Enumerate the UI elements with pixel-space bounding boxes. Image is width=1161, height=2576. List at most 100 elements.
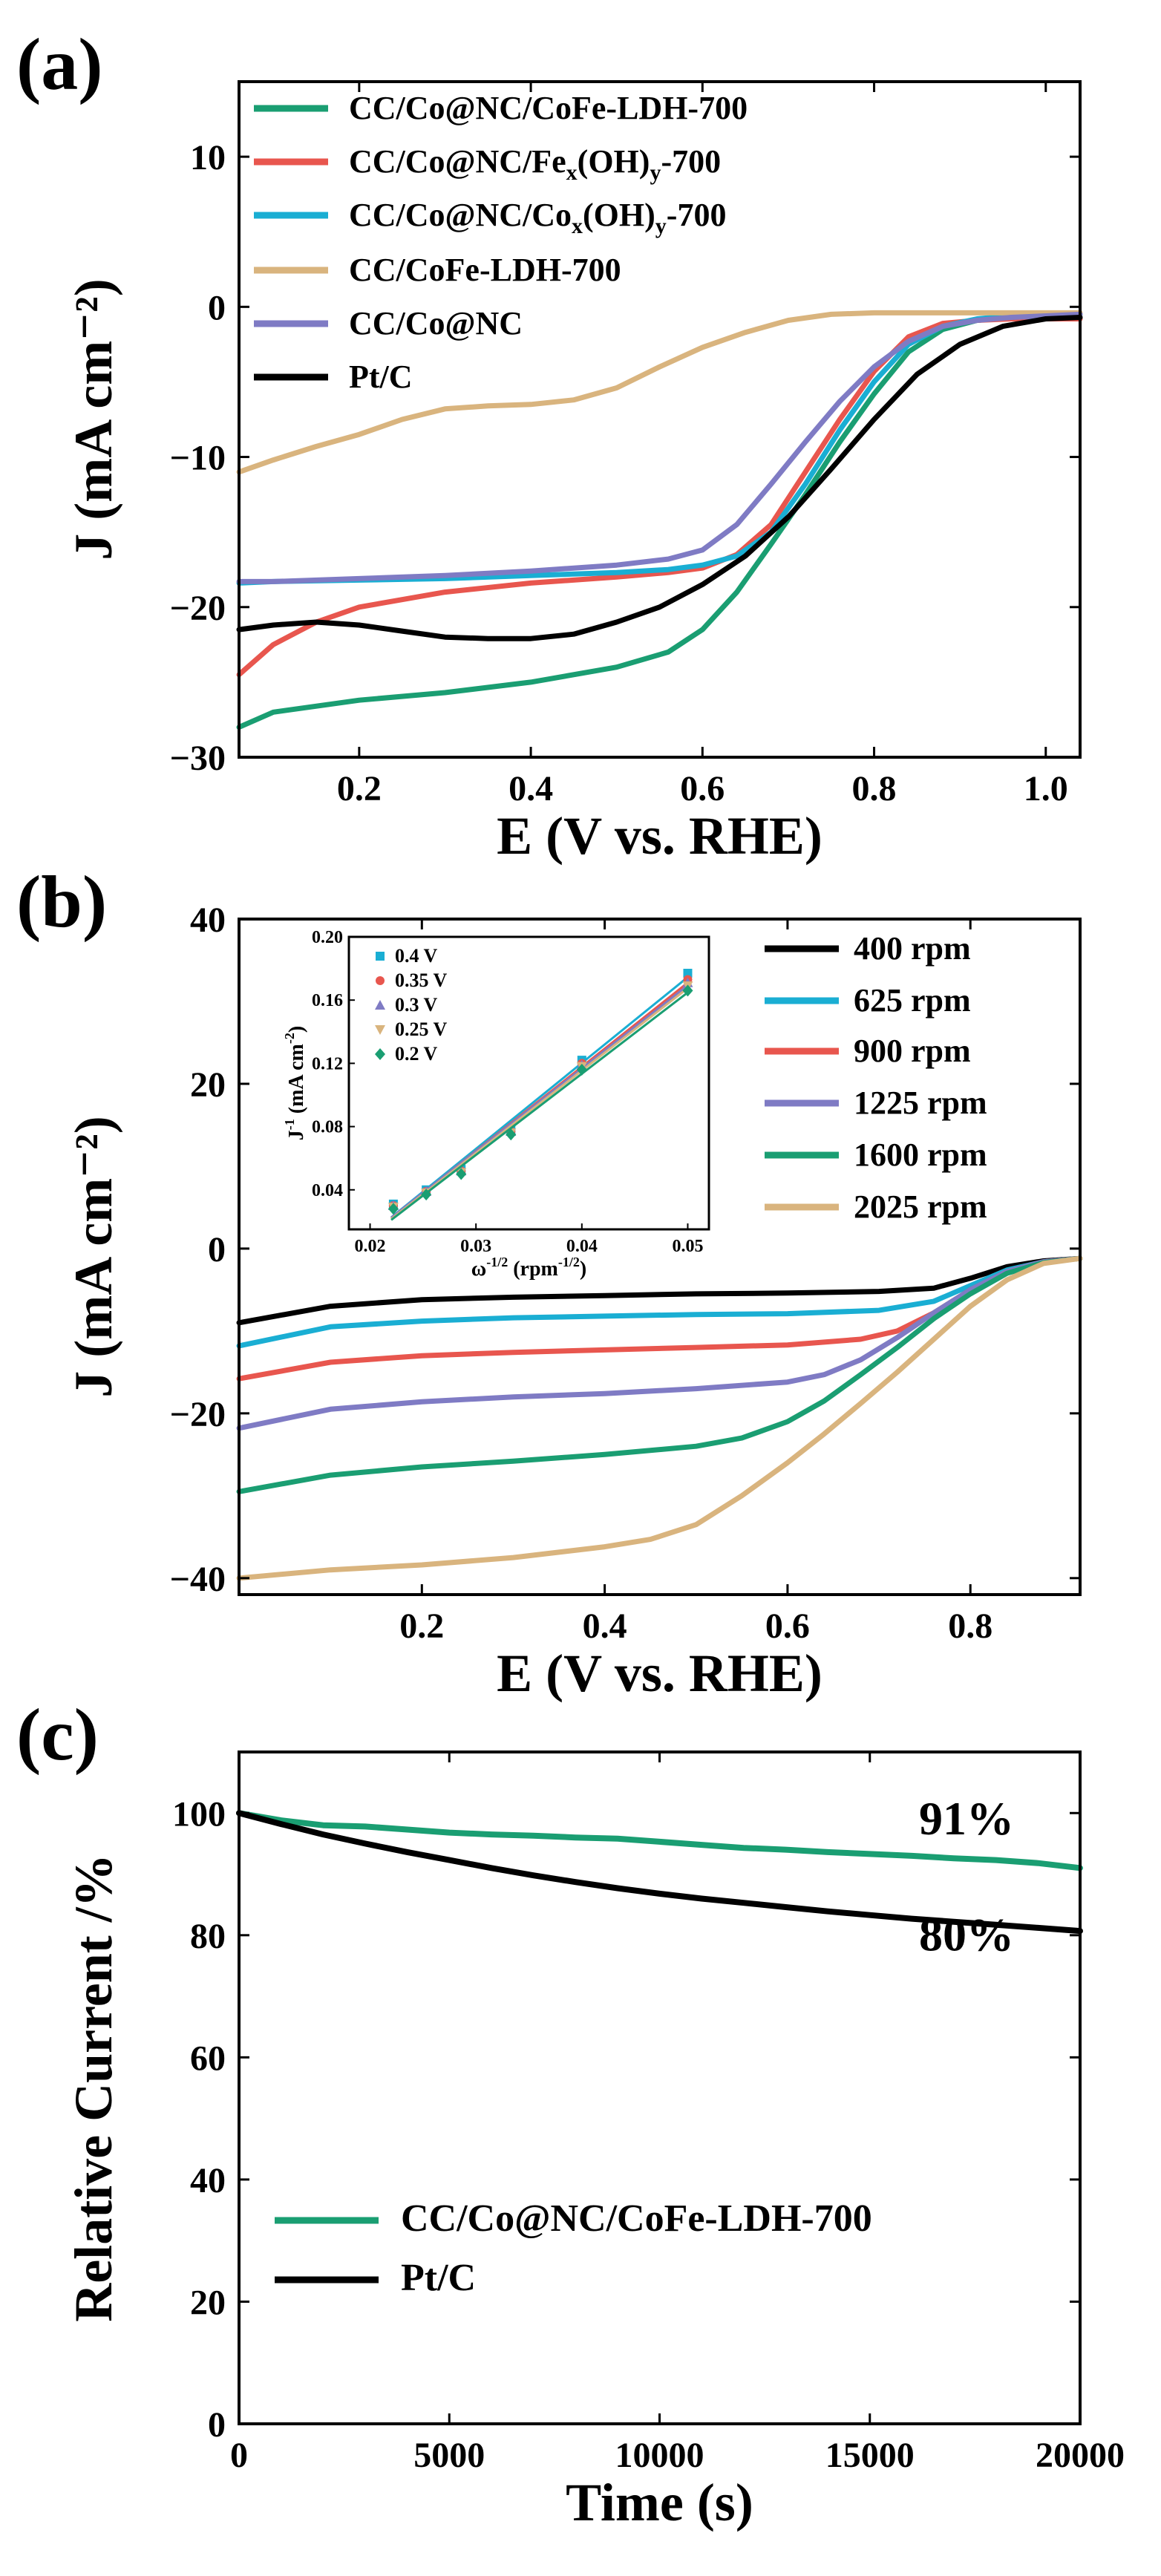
x-axis-title: E (V vs. RHE) — [497, 1644, 822, 1703]
inset-legend-label: 0.4 V — [395, 945, 438, 967]
legend-label: 400 rpm — [854, 930, 971, 967]
inset-y-title-sup: -1 — [282, 1119, 297, 1130]
legend-label: CC/Co@NC — [349, 305, 523, 341]
inset-y-tick-label: 0.16 — [312, 991, 343, 1010]
y-tick-label: 20 — [190, 2283, 226, 2322]
x-tick-label: 0.6 — [765, 1606, 810, 1646]
inset-y-tick-label: 0.20 — [312, 928, 343, 947]
inset-y-title-close: ) — [285, 1026, 308, 1033]
inset-marker-diamond — [576, 1063, 587, 1076]
inset-x-title-close: ) — [580, 1258, 586, 1281]
legend-label-sub: x — [566, 160, 578, 185]
series-group-b — [236, 1255, 1083, 1581]
inset-marker-triangle-down — [375, 1025, 385, 1035]
series-line-400 rpm — [236, 1255, 1083, 1326]
inset-x-title-units: (rpm — [508, 1258, 558, 1281]
inset-legend-label: 0.25 V — [395, 1019, 448, 1040]
y-tick-label: 40 — [190, 900, 226, 940]
legend-label-part: (OH) — [583, 197, 655, 233]
x-tick-label: 0.2 — [399, 1606, 444, 1646]
y-axis-title: Relative Current /% — [64, 1854, 123, 2322]
inset-y-tick-label: 0.08 — [312, 1118, 343, 1137]
plot-frame — [238, 918, 1082, 1596]
x-tick-label: 0.4 — [583, 1606, 627, 1646]
inset-marker-square — [683, 968, 693, 978]
legend-label: CC/Co@NC/CoFe-LDH-700 — [349, 90, 748, 126]
annotation-retention: 91% — [919, 1792, 1014, 1845]
inset-fit-line — [390, 991, 689, 1221]
x-tick-label: 0.6 — [680, 769, 725, 808]
axes-a: 0.2 0.4 0.6 0.8 1.0 −30 −20 −10 0 10 E (V vs. RHE)… — [64, 80, 1082, 866]
inset-marker-diamond — [421, 1189, 432, 1201]
x-tick-label: 20000 — [1036, 2436, 1125, 2475]
legend-label-sub: x — [572, 214, 583, 238]
y-tick-label: 20 — [190, 1065, 226, 1105]
y-axis-title: J (mA cm⁻²) — [64, 278, 123, 560]
x-tick-label: 0.2 — [337, 769, 382, 808]
inset-marker-diamond — [387, 1203, 399, 1215]
legend-label: 2025 rpm — [854, 1189, 987, 1225]
series-line-Pt/C — [236, 1810, 1083, 1935]
legend-label: CC/Co@NC/CoFe-LDH-700 — [401, 2197, 872, 2240]
legend-label: 900 rpm — [854, 1033, 971, 1069]
legend-b: 400 rpm 625 rpm 900 rpm 1225 rpm 1600 rpm 202… — [765, 930, 987, 1225]
y-tick-label: 0 — [208, 1230, 226, 1269]
x-tick-label: 0.4 — [508, 769, 553, 808]
plot-frame — [238, 1750, 1082, 2425]
inset-frame — [347, 935, 710, 1231]
inset-marker-diamond — [375, 1048, 385, 1060]
inset-legend-label: 0.35 V — [395, 970, 448, 991]
panel-label-a: (a) — [16, 23, 103, 105]
legend-a: CC/Co@NC/CoFe-LDH-700 CC/Co@NC/Fex(OH)y-7… — [254, 90, 748, 395]
x-axis-title: Time (s) — [566, 2473, 753, 2532]
inset-marker-circle — [376, 976, 385, 985]
inset-b: 0.02 0.03 0.04 0.050.040.080.120.160.20ω-1/… — [282, 928, 710, 1281]
legend-label-part: (OH) — [578, 143, 650, 180]
legend-label: Pt/C — [401, 2257, 476, 2299]
y-tick-label: 0 — [208, 288, 226, 327]
y-tick-label: 80 — [190, 1917, 226, 1956]
inset-x-tick-label: 0.03 — [460, 1237, 491, 1256]
y-tick-label: 100 — [172, 1794, 226, 1834]
x-tick-label: 0 — [230, 2436, 248, 2475]
inset-fit-line — [390, 987, 689, 1220]
inset-fit-line — [390, 984, 689, 1219]
y-tick-label: 40 — [190, 2161, 226, 2200]
y-tick-label: −40 — [170, 1560, 226, 1599]
legend-c: CC/Co@NC/CoFe-LDH-700 Pt/C — [275, 2197, 872, 2299]
series-line-CC/Co@NC/Cox(OH)y-700 — [236, 311, 1083, 586]
axes-c: 0 5000 10000 15000 20000 0 20 40 60 80 100 Time (s)… — [64, 1750, 1125, 2532]
series-line-Pt/C — [236, 315, 1083, 641]
inset-x-title-base: ω — [471, 1258, 486, 1281]
series-line-CC/Co@NC — [236, 311, 1083, 584]
inset-y-title: J-1 (mA cm-2) — [282, 1026, 308, 1140]
panel-label-c: (c) — [16, 1693, 99, 1776]
axes-b: 0.2 0.4 0.6 0.8 −40 −20 0 20 40 E (V vs. RHE) J (m… — [64, 900, 1082, 1703]
legend-label-sub: y — [650, 160, 661, 185]
inset-x-title: ω-1/2 (rpm-1/2) — [471, 1255, 586, 1281]
inset-x-tick-label: 0.04 — [566, 1237, 598, 1256]
series-group-c — [236, 1810, 1083, 1935]
legend-label: CC/Co@NC/Fex(OH)y-700 — [349, 143, 721, 185]
series-line-CC/CoFe-LDH-700 — [236, 310, 1083, 475]
inset-marker-diamond — [682, 984, 693, 997]
inset-marker-diamond — [506, 1128, 517, 1141]
inset-x-tick-label: 0.05 — [672, 1237, 703, 1256]
x-tick-label: 5000 — [413, 2436, 485, 2475]
inset-fit-line — [390, 976, 689, 1219]
legend-label: 625 rpm — [854, 982, 971, 1019]
legend-label-sub: y — [655, 214, 667, 238]
x-tick-label: 1.0 — [1024, 769, 1068, 808]
legend-label: CC/CoFe-LDH-700 — [349, 252, 621, 288]
inset-y-tick-label: 0.04 — [312, 1181, 343, 1200]
series-line-CC/Co@NC/CoFe-LDH-700 — [236, 1810, 1083, 1871]
x-tick-label: 0.8 — [948, 1606, 992, 1646]
inset-marker-square — [376, 952, 385, 961]
series-line-2025 rpm — [236, 1255, 1083, 1581]
y-tick-label: 0 — [208, 2405, 226, 2445]
legend-label: CC/Co@NC/Cox(OH)y-700 — [349, 197, 726, 238]
legend-label: 1225 rpm — [854, 1085, 987, 1121]
y-tick-label: −20 — [170, 589, 226, 628]
x-tick-label: 15000 — [825, 2436, 915, 2475]
